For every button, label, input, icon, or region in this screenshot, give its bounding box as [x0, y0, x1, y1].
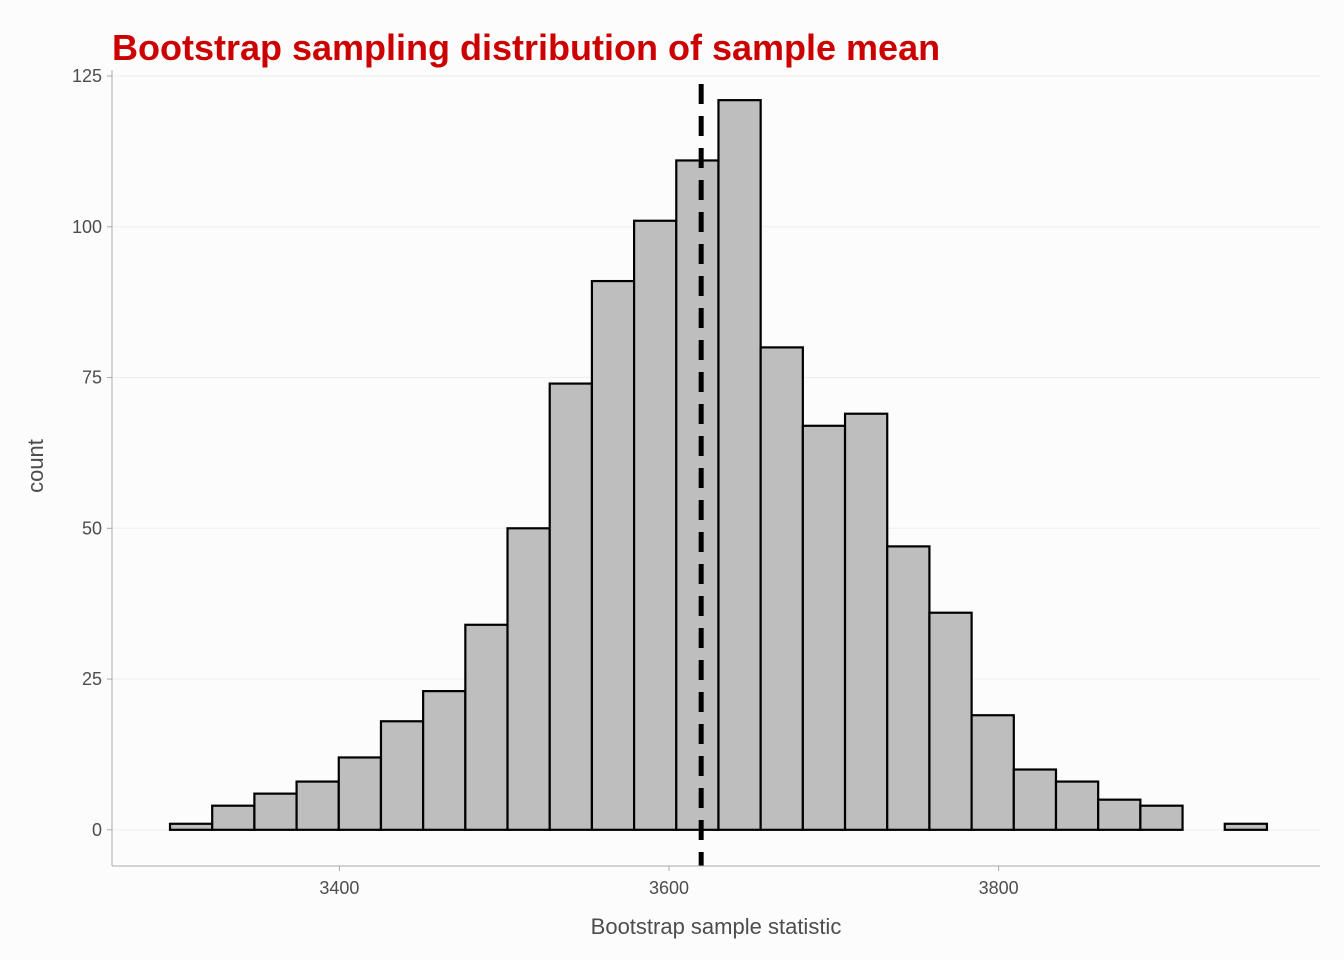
histogram-bar	[717, 99, 762, 831]
histogram-bar	[801, 424, 847, 831]
histogram-bar	[464, 623, 509, 831]
histogram-bar	[843, 412, 889, 831]
histogram-bar	[253, 792, 298, 831]
histogram-bar	[675, 159, 720, 831]
y-tick-label: 0	[92, 820, 102, 840]
x-tick-label: 3600	[649, 878, 689, 898]
histogram-bar	[632, 219, 678, 831]
histogram-bar	[886, 545, 931, 831]
histogram-bar	[168, 822, 214, 831]
histogram-bar	[506, 527, 551, 831]
y-tick-label: 75	[82, 368, 102, 388]
histogram-bar	[928, 611, 973, 831]
histogram-bars	[168, 99, 1269, 831]
axes	[107, 70, 1320, 871]
histogram-bar	[1012, 768, 1058, 831]
histogram-bar	[548, 382, 594, 831]
x-tick-label: 3400	[319, 878, 359, 898]
histogram-bar	[1139, 804, 1184, 831]
histogram-bar	[1223, 822, 1269, 831]
histogram-bar	[379, 720, 425, 831]
tick-labels: 0 25 50 75 100 125 3400 3600 3800	[72, 66, 1019, 898]
x-axis-title: Bootstrap sample statistic	[591, 914, 842, 939]
histogram-bar	[422, 690, 467, 831]
x-tick-label: 3800	[979, 878, 1019, 898]
y-tick-label: 50	[82, 518, 102, 538]
histogram-bar	[1097, 798, 1142, 831]
histogram-bar	[337, 756, 383, 831]
histogram-bar	[970, 714, 1015, 831]
y-tick-label: 100	[72, 217, 102, 237]
y-tick-label: 125	[72, 66, 102, 86]
y-tick-label: 25	[82, 669, 102, 689]
histogram-bar	[590, 279, 636, 831]
histogram-bar	[1054, 780, 1100, 831]
y-axis-title: count	[23, 439, 48, 493]
histogram-bar	[295, 780, 340, 831]
histogram-bar	[211, 804, 256, 831]
chart-title: Bootstrap sampling distribution of sampl…	[112, 27, 940, 68]
histogram-bar	[759, 346, 804, 831]
